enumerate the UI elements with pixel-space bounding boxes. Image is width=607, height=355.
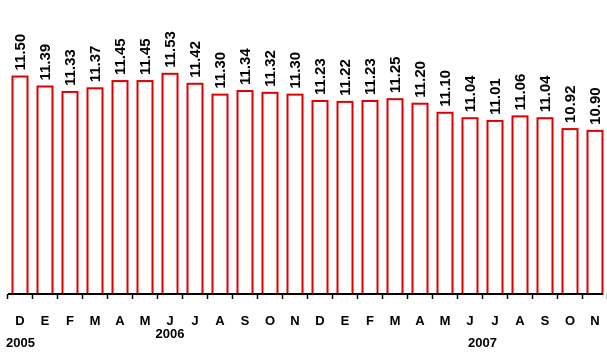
bar	[38, 87, 53, 295]
bar	[563, 129, 578, 294]
x-tick-label: D	[315, 313, 324, 328]
value-label: 11.42	[187, 41, 204, 78]
x-tick-label: M	[140, 313, 151, 328]
x-tick-label: F	[366, 313, 374, 328]
value-label: 11.04	[537, 75, 554, 112]
bar	[413, 104, 428, 294]
value-label: 11.23	[312, 58, 329, 95]
value-label: 11.25	[387, 56, 404, 93]
value-label: 11.04	[462, 75, 479, 112]
bar	[438, 113, 453, 294]
year-labels: 2005 2006 2007	[6, 326, 497, 350]
x-tick-label: O	[565, 313, 575, 328]
value-label: 11.23	[362, 58, 379, 95]
value-label: 10.90	[587, 87, 604, 125]
bar	[88, 88, 103, 294]
x-tick-label: E	[341, 313, 350, 328]
value-label: 11.39	[37, 44, 54, 81]
bar	[213, 95, 228, 294]
value-label: 11.53	[162, 31, 179, 68]
x-tick-label: F	[66, 313, 74, 328]
x-axis	[8, 294, 607, 299]
bar	[538, 118, 553, 294]
bar	[263, 93, 278, 294]
value-label: 11.50	[12, 34, 29, 71]
value-label: 11.01	[487, 78, 504, 115]
x-tick-label: J	[191, 313, 198, 328]
x-tick-label: S	[541, 313, 550, 328]
bar	[288, 95, 303, 294]
value-label: 11.30	[212, 52, 229, 89]
bar	[313, 101, 328, 294]
year-label: 2006	[156, 326, 185, 341]
x-tick-label: N	[290, 313, 299, 328]
value-label: 11.22	[337, 59, 354, 96]
bar	[238, 91, 253, 294]
value-label: 10.92	[562, 86, 579, 124]
bar	[63, 92, 78, 294]
value-label: 11.33	[62, 49, 79, 86]
x-tick-label: D	[15, 313, 24, 328]
x-tick-label: J	[466, 313, 473, 328]
x-tick-label: M	[90, 313, 101, 328]
value-label: 11.20	[412, 61, 429, 98]
x-tick-label: A	[115, 313, 125, 328]
bar	[388, 99, 403, 294]
x-tick-label: N	[590, 313, 599, 328]
x-tick-label: A	[515, 313, 525, 328]
bar	[463, 118, 478, 294]
x-tick-label: S	[241, 313, 250, 328]
x-tick-label: J	[491, 313, 498, 328]
value-label: 11.34	[237, 48, 254, 85]
bar	[13, 77, 28, 294]
value-label: 11.10	[437, 70, 454, 107]
bar	[488, 121, 503, 294]
x-tick-label: M	[440, 313, 451, 328]
value-label: 11.32	[262, 50, 279, 87]
value-label: 11.45	[137, 38, 154, 75]
value-label: 11.37	[87, 46, 104, 83]
bar	[338, 102, 353, 294]
year-label: 2007	[468, 335, 497, 350]
bar	[113, 81, 128, 294]
bar	[163, 74, 178, 294]
year-label: 2005	[6, 335, 35, 350]
x-tick-label: A	[415, 313, 425, 328]
value-label: 11.30	[287, 52, 304, 89]
value-label: 11.45	[112, 38, 129, 75]
x-tick-label: E	[41, 313, 50, 328]
bar	[363, 101, 378, 294]
bar	[588, 131, 603, 294]
x-tick-label: M	[390, 313, 401, 328]
x-tick-label: O	[265, 313, 275, 328]
bar	[188, 84, 203, 294]
value-label: 11.06	[512, 74, 529, 111]
bar	[513, 116, 528, 294]
x-tick-label: A	[215, 313, 225, 328]
bar	[138, 81, 153, 294]
